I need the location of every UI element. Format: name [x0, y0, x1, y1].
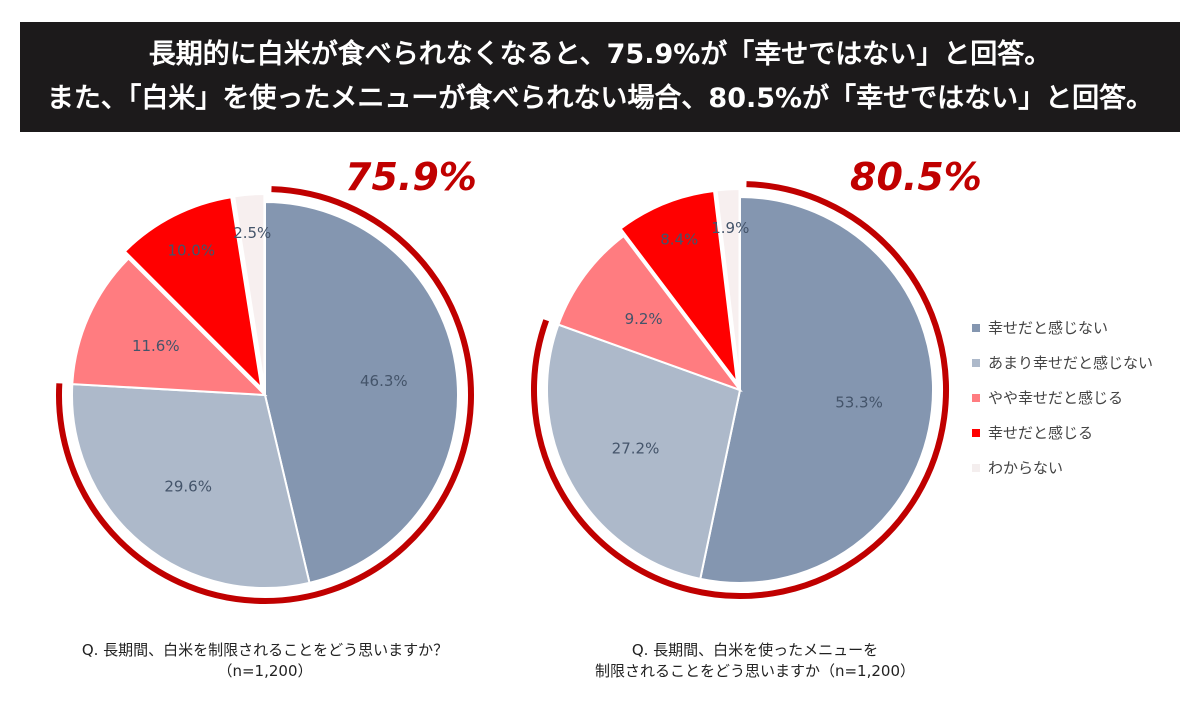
- legend-label: やや幸せだと感じる: [988, 389, 1124, 407]
- headline-line-2: また、「白米」を使ったメニューが食べられない場合、80.5%が「幸せではない」と…: [46, 83, 1154, 114]
- legend-item: やや幸せだと感じる: [972, 380, 1153, 415]
- data-label: 9.2%: [625, 310, 663, 328]
- legend-swatch: [972, 323, 980, 332]
- pie-slice: [233, 193, 266, 388]
- pie-slice: [699, 195, 934, 584]
- data-label: 53.3%: [835, 393, 883, 411]
- headline-banner: 長期的に白米が食べられなくなると、75.9%が「幸せではない」と回答。 また、「…: [20, 22, 1180, 132]
- legend-label: 幸せだと感じる: [988, 424, 1094, 442]
- legend-item: 幸せだと感じる: [972, 415, 1153, 450]
- data-label: 46.3%: [360, 372, 408, 390]
- pie-slice: [715, 188, 741, 383]
- pie-slice: [71, 257, 268, 397]
- legend: 幸せだと感じない あまり幸せだと感じない やや幸せだと感じる 幸せだと感じる わ…: [972, 310, 1153, 485]
- legend-label: あまり幸せだと感じない: [988, 354, 1154, 372]
- pie-slice: [557, 234, 743, 393]
- pie-slice: [123, 196, 263, 391]
- data-label: 8.4%: [660, 230, 698, 248]
- data-label: 11.6%: [132, 337, 180, 355]
- pie-slice: [71, 383, 311, 589]
- legend-swatch: [972, 358, 980, 367]
- legend-item: 幸せだと感じない: [972, 310, 1153, 345]
- data-label: 27.2%: [612, 439, 660, 457]
- highlight-arc: [56, 186, 474, 604]
- highlight-right: 80.5%: [850, 155, 982, 199]
- highlight-arc: [531, 181, 949, 599]
- legend-swatch: [972, 463, 980, 472]
- caption-right-line2: 制限されることをどう思いますか（n=1,200）: [594, 662, 916, 680]
- caption-left: Q. 長期間、白米を制限されることをどう思いますか？ （n=1,200）: [40, 640, 490, 682]
- data-label: 10.0%: [167, 241, 215, 259]
- data-label: 2.5%: [233, 224, 271, 242]
- legend-swatch: [972, 393, 980, 402]
- highlight-left: 75.9%: [345, 155, 477, 199]
- legend-item: あまり幸せだと感じない: [972, 345, 1153, 380]
- pie-slice: [264, 200, 459, 585]
- caption-left-line1: Q. 長期間、白米を制限されることをどう思いますか？: [81, 641, 449, 659]
- legend-item: わからない: [972, 450, 1153, 485]
- pie-slice: [546, 323, 742, 581]
- pie-slice: [619, 189, 739, 387]
- headline-line-1: 長期的に白米が食べられなくなると、75.9%が「幸せではない」と回答。: [148, 39, 1052, 70]
- caption-left-line2: （n=1,200）: [217, 662, 313, 680]
- data-label: 1.9%: [711, 219, 749, 237]
- data-label: 29.6%: [164, 478, 212, 496]
- legend-label: わからない: [988, 459, 1064, 477]
- caption-right: Q. 長期間、白米を使ったメニューを 制限されることをどう思いますか（n=1,2…: [530, 640, 980, 682]
- caption-right-line1: Q. 長期間、白米を使ったメニューを: [631, 641, 879, 659]
- legend-label: 幸せだと感じない: [988, 319, 1109, 337]
- legend-swatch: [972, 428, 980, 437]
